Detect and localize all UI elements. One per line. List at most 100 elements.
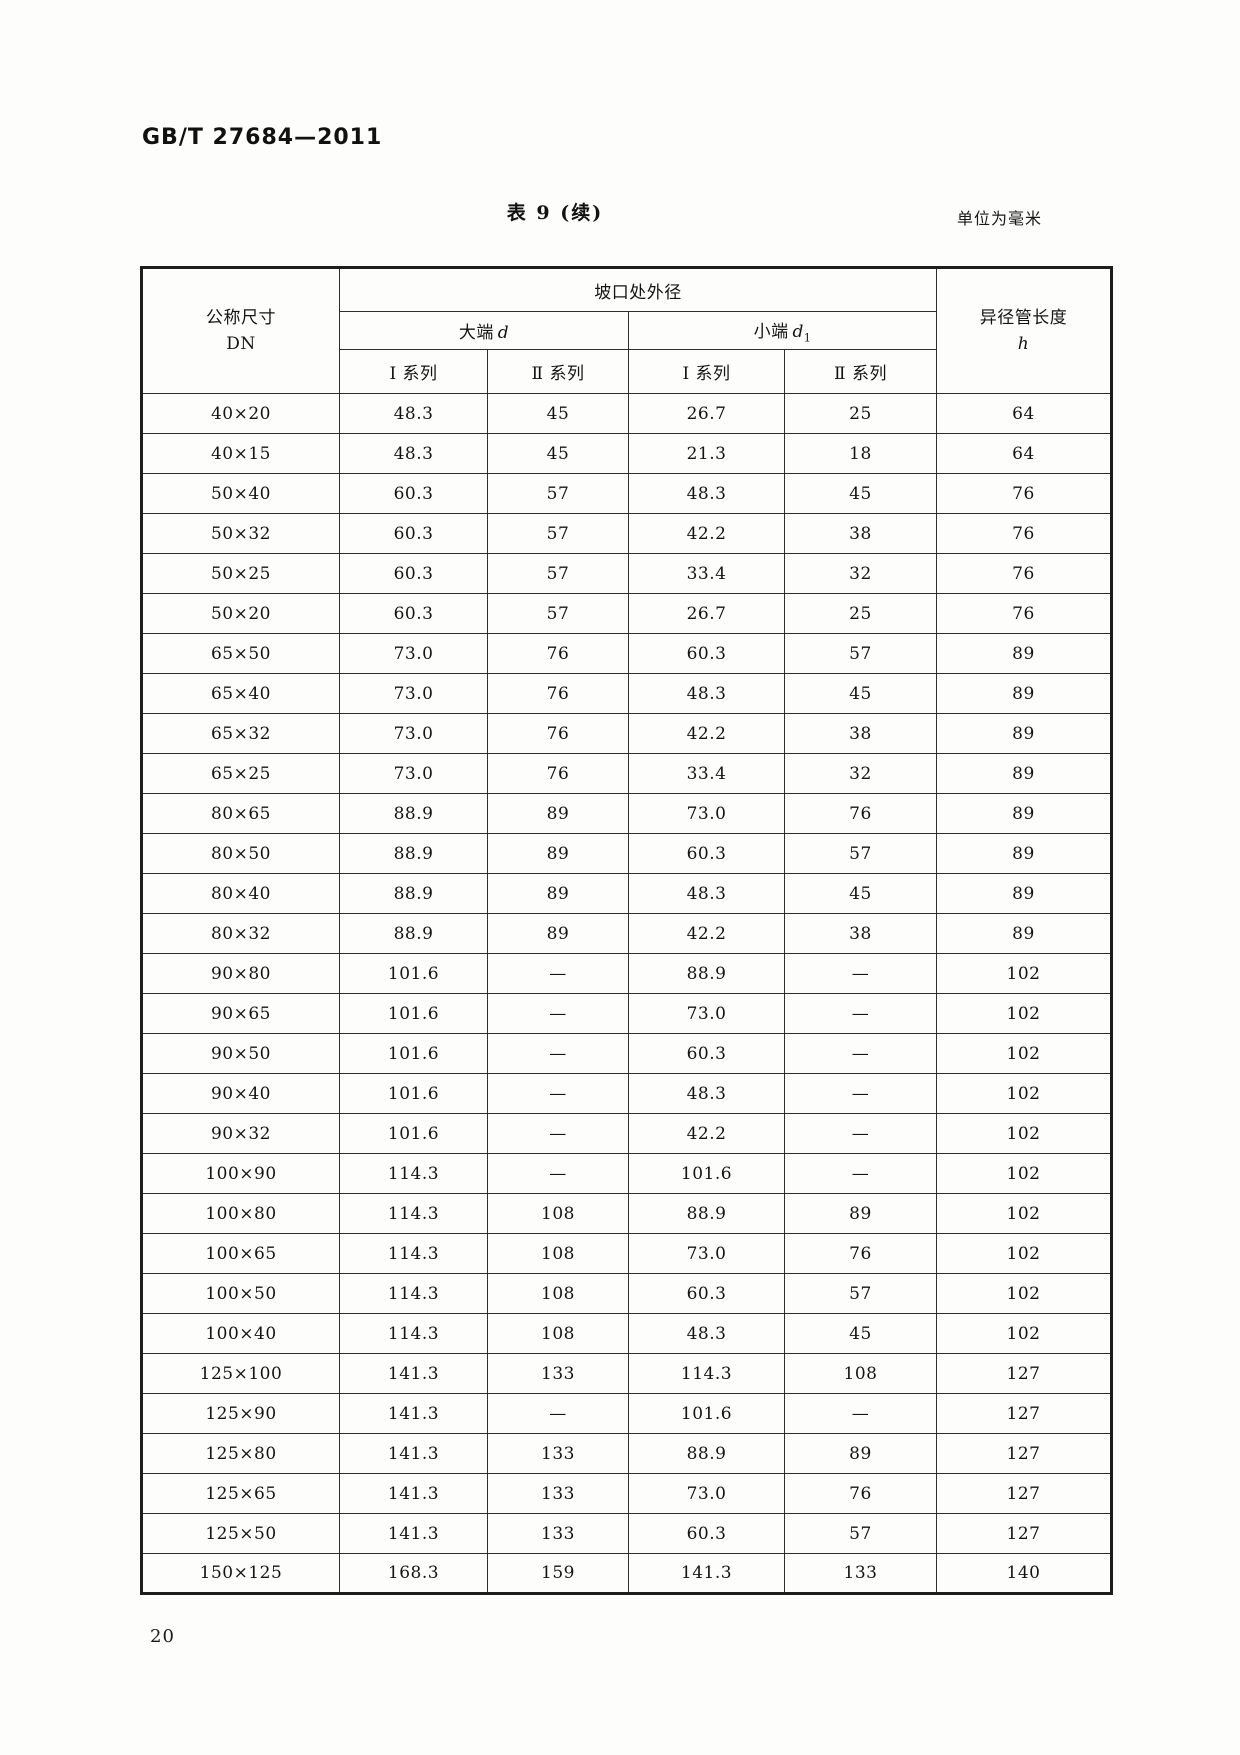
large-end-series2-cell: 133 (487, 1513, 629, 1554)
large-end-series2-cell: 57 (487, 473, 629, 514)
large-end-series1-cell: 101.6 (339, 953, 488, 994)
table-row: 90×32 101.6—42.2—102 (141, 1113, 1112, 1154)
header-reducer-length-label: 异径管长度 (979, 307, 1068, 328)
large-end-series1-cell: 101.6 (339, 993, 488, 1034)
large-end-series1-cell: 101.6 (339, 1073, 488, 1114)
small-end-series1-cell: 73.0 (628, 993, 785, 1034)
large-end-series2-cell: 108 (487, 1233, 629, 1274)
large-end-series1-cell: 141.3 (339, 1473, 488, 1514)
small-end-series1-cell: 60.3 (628, 633, 785, 674)
table-row: 65×40 73.0 76 48.3 45 89 (141, 673, 1112, 714)
large-end-series1-cell: 114.3 (339, 1193, 488, 1234)
small-end-series2-cell: — (784, 1073, 937, 1114)
header-small-end-series1: Ⅰ 系列 (628, 349, 785, 394)
dn-cell: 40×20 (141, 393, 340, 434)
small-end-series2-cell: 38 (784, 713, 937, 754)
reducer-length-cell: 102 (936, 1113, 1112, 1154)
reducer-length-cell: 140 (936, 1553, 1112, 1594)
small-end-series1-cell: 48.3 (628, 673, 785, 714)
small-end-series1-cell: 26.7 (628, 593, 785, 634)
small-end-series2-cell: — (784, 1113, 937, 1154)
dn-cell: 80×50 (141, 833, 340, 874)
dn-cell: 65×25 (141, 753, 340, 794)
reducer-length-cell: 76 (936, 593, 1112, 634)
reducer-length-cell: 127 (936, 1353, 1112, 1394)
reducer-length-cell: 102 (936, 1273, 1112, 1314)
small-end-series1-cell: 42.2 (628, 913, 785, 954)
small-end-series2-cell: 25 (784, 593, 937, 634)
small-end-series1-cell: 42.2 (628, 713, 785, 754)
large-end-series2-cell: — (487, 953, 629, 994)
dn-cell: 65×40 (141, 673, 340, 714)
small-end-series1-cell: 60.3 (628, 1033, 785, 1074)
header-large-end-symbol: d (497, 323, 510, 343)
header-nominal-size-label: 公称尺寸 (206, 307, 276, 328)
small-end-series1-cell: 114.3 (628, 1353, 785, 1394)
large-end-series2-cell: 57 (487, 513, 629, 554)
small-end-series2-cell: 57 (784, 1273, 937, 1314)
small-end-series2-cell: 76 (784, 1473, 937, 1514)
small-end-series2-cell: 89 (784, 1193, 937, 1234)
dn-cell: 100×65 (141, 1233, 340, 1274)
dn-cell: 90×40 (141, 1073, 340, 1114)
table-row: 65×50 73.0 76 60.3 57 89 (141, 633, 1112, 674)
small-end-series2-cell: 57 (784, 1513, 937, 1554)
dn-cell: 80×40 (141, 873, 340, 914)
reducer-dimension-table: 公称尺寸 DN 坡口处外径 异径管长度 h 大端 d 小端 d1 Ⅰ 系列 Ⅱ … (140, 266, 1113, 1595)
small-end-series1-cell: 33.4 (628, 553, 785, 594)
small-end-series2-cell: 38 (784, 913, 937, 954)
header-small-end: 小端 d1 (628, 311, 937, 350)
table-row: 50×20 60.3 57 26.7 25 76 (141, 593, 1112, 634)
large-end-series1-cell: 114.3 (339, 1273, 488, 1314)
large-end-series2-cell: 133 (487, 1433, 629, 1474)
dn-cell: 125×90 (141, 1393, 340, 1434)
small-end-series2-cell: — (784, 1033, 937, 1074)
small-end-series2-cell: 45 (784, 673, 937, 714)
large-end-series1-cell: 88.9 (339, 873, 488, 914)
dn-cell: 150×125 (141, 1553, 340, 1594)
table-row: 50×32 60.3 57 42.2 38 76 (141, 513, 1112, 554)
small-end-series2-cell: — (784, 993, 937, 1034)
large-end-series2-cell: 76 (487, 633, 629, 674)
large-end-series2-cell: 133 (487, 1353, 629, 1394)
small-end-series1-cell: 60.3 (628, 833, 785, 874)
large-end-series2-cell: 108 (487, 1313, 629, 1354)
large-end-series2-cell: — (487, 1033, 629, 1074)
small-end-series1-cell: 88.9 (628, 1193, 785, 1234)
large-end-series1-cell: 48.3 (339, 393, 488, 434)
header-large-end-series1: Ⅰ 系列 (339, 349, 488, 394)
large-end-series2-cell: — (487, 1073, 629, 1114)
large-end-series2-cell: 57 (487, 593, 629, 634)
header-large-end-label: 大端 (458, 323, 494, 343)
large-end-series1-cell: 168.3 (339, 1553, 488, 1594)
small-end-series1-cell: 42.2 (628, 513, 785, 554)
reducer-length-cell: 102 (936, 1073, 1112, 1114)
header-reducer-length: 异径管长度 h (936, 267, 1112, 394)
table-row: 65×32 73.0 76 42.2 38 89 (141, 713, 1112, 754)
dn-cell: 90×65 (141, 993, 340, 1034)
table-row: 50×40 60.3 57 48.3 45 76 (141, 473, 1112, 514)
large-end-series1-cell: 60.3 (339, 473, 488, 514)
large-end-series2-cell: — (487, 1113, 629, 1154)
table-row: 90×50 101.6—60.3—102 (141, 1033, 1112, 1074)
small-end-series2-cell: — (784, 953, 937, 994)
small-end-series2-cell: 57 (784, 833, 937, 874)
dn-cell: 40×15 (141, 433, 340, 474)
table-body: 40×20 48.3 45 26.7 25 64 40×15 48.3 45 21.3 18 64 50… (141, 393, 1112, 1594)
reducer-length-cell: 89 (936, 753, 1112, 794)
large-end-series1-cell: 73.0 (339, 633, 488, 674)
large-end-series1-cell: 101.6 (339, 1033, 488, 1074)
dn-cell: 100×50 (141, 1273, 340, 1314)
reducer-length-cell: 102 (936, 1153, 1112, 1194)
table-row: 80×65 88.9 89 73.0 76 89 (141, 793, 1112, 834)
header-nominal-size: 公称尺寸 DN (141, 267, 340, 394)
dn-cell: 100×90 (141, 1153, 340, 1194)
table-row: 90×40 101.6—48.3—102 (141, 1073, 1112, 1114)
dn-cell: 100×80 (141, 1193, 340, 1234)
unit-note: 单位为毫米 (956, 209, 1042, 228)
large-end-series1-cell: 73.0 (339, 753, 488, 794)
small-end-series1-cell: 48.3 (628, 873, 785, 914)
small-end-series1-cell: 101.6 (628, 1393, 785, 1434)
small-end-series2-cell: 57 (784, 633, 937, 674)
